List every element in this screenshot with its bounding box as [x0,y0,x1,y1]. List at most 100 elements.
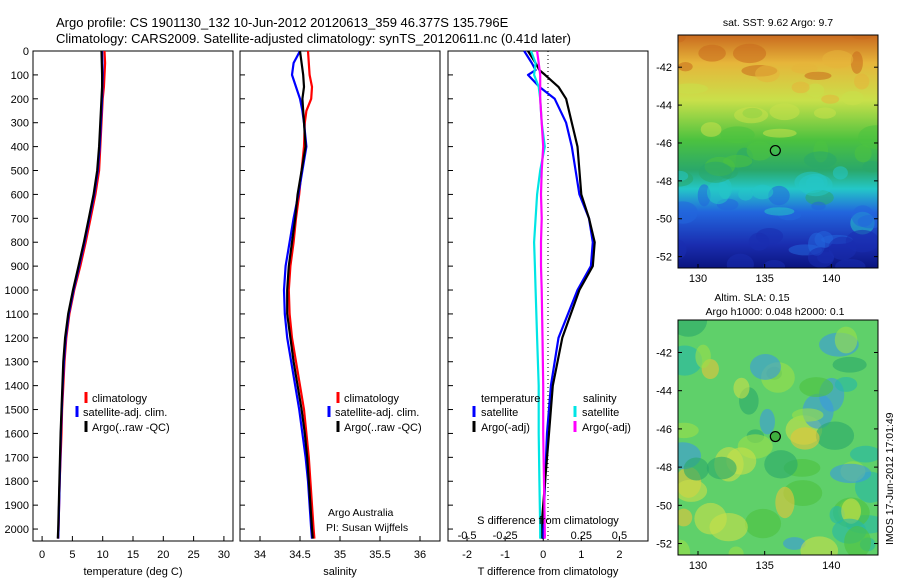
lat-tick-label: -52 [656,539,672,551]
lon-tick-label: 135 [755,560,773,572]
depth-tick-label: 300 [11,118,29,130]
depth-tick-label: 1200 [5,333,29,345]
depth-tick-label: 1600 [5,428,29,440]
legend-label-t-satellite: satellite [481,407,518,419]
lat-tick-label: -52 [656,252,672,264]
depth-tick-label: 800 [11,237,29,249]
series-line-argo [527,50,596,539]
x-tick-label: 0 [39,549,45,561]
legend-label-s-argo: Argo(-adj) [582,422,631,434]
depth-tick-label: 1900 [5,500,29,512]
difference-legend: temperature satellite Argo(-adj) salinit… [472,393,631,434]
sla-map-title: Altim. SLA: 0.15 [714,292,789,304]
legend-label-satellite: satellite-adj. clim. [83,407,167,419]
sst-map-frame [677,34,879,269]
sst-map-ticks: -42 -44 -46 -48 -50 -52 130 135 140 [656,62,878,285]
temperature-depth-ticks: 0 100 200 300 400 500 600 700 800 900 1000 1100 1200… [5,46,38,536]
x-tick-label: 1 [578,549,584,561]
x-tick-label: 25 [187,549,199,561]
temperature-x-ticks: 0 5 10 15 20 25 30 [39,536,230,561]
header-line-1: Argo profile: CS 1901130_132 10-Jun-2012… [56,15,509,30]
lon-tick-label: 130 [689,273,707,285]
pi-annotation: PI: Susan Wijffels [326,522,408,534]
depth-tick-label: 1300 [5,357,29,369]
legend-label-s-satellite: satellite [582,407,619,419]
temperature-series [56,50,107,539]
x-tick-label: 0 [540,549,546,561]
temperature-legend: climatology satellite-adj. clim. Argo(..… [75,392,170,434]
lat-tick-label: -46 [656,138,672,150]
x-tick-label: 15 [127,549,139,561]
salinity-series [282,50,316,539]
depth-tick-label: 900 [11,261,29,273]
argo-float-marker [769,430,781,443]
sst-map-panel: sat. SST: 9.62 Argo: 9.7 -42 -44 -46 -48 -50… [656,17,879,285]
legend-group-temperature: temperature [481,393,540,405]
x-tick-label: 10 [97,549,109,561]
depth-tick-label: 400 [11,142,29,154]
temperature-xlabel: temperature (deg C) [83,566,182,578]
legend-label-climatology: climatology [92,393,148,405]
x-tick-label: -2 [462,549,472,561]
lon-tick-label: 135 [755,273,773,285]
legend-label-t-argo: Argo(-adj) [481,422,530,434]
sst-map-title: sat. SST: 9.62 Argo: 9.7 [723,17,833,29]
difference-series [523,50,596,539]
lat-tick-label: -48 [656,462,672,474]
depth-tick-label: 100 [11,70,29,82]
depth-tick-label: 1400 [5,381,29,393]
series-line-sal_argo [536,50,546,539]
depth-tick-label: 1700 [5,452,29,464]
depth-tick-label: 700 [11,213,29,225]
legend-label-satellite: satellite-adj. clim. [335,407,419,419]
series-line-argo [286,50,314,539]
lat-tick-label: -50 [656,214,672,226]
salinity-axes-frame [239,50,441,542]
depth-tick-label: 1100 [5,309,29,321]
salinity-legend: climatology satellite-adj. clim. Argo(..… [327,392,422,434]
legend-label-argo: Argo(..raw -QC) [92,422,170,434]
s-tick-label: -0.5 [458,530,477,542]
lat-tick-label: -50 [656,500,672,512]
x-tick-label: 5 [69,549,75,561]
x-tick-label: 34 [254,549,266,561]
depth-tick-label: 500 [11,166,29,178]
lon-tick-label: 140 [822,560,840,572]
depth-tick-label: 1000 [5,285,29,297]
salinity-x-ticks: 34 34.5 35 35.5 36 [240,50,426,561]
x-tick-label: 34.5 [289,549,310,561]
x-tick-label: 20 [157,549,169,561]
sst-field [678,35,878,268]
header-line-2: Climatology: CARS2009. Satellite-adjuste… [56,31,571,46]
imos-credit: IMOS 17-Jun-2012 17:01:49 [884,412,896,545]
x-tick-label: 30 [218,549,230,561]
lon-tick-label: 140 [822,273,840,285]
sst-texture [678,35,878,268]
depth-tick-label: 1800 [5,476,29,488]
sla-map-subtitle: Argo h1000: 0.048 h2000: 0.1 [706,306,845,318]
depth-tick-label: 200 [11,94,29,106]
temperature-axes-frame [32,50,234,542]
x-tick-label: 35.5 [369,549,390,561]
difference-panel: -2 -1 0 1 2-0.5 -0.25 0 0.25 0.5 T difference fr… [447,50,649,578]
legend-group-salinity: salinity [583,393,617,405]
lat-tick-label: -44 [656,386,672,398]
difference-x-ticks: -2 -1 0 1 2-0.5 -0.25 0 0.25 0.5 [448,50,627,561]
lat-tick-label: -46 [656,424,672,436]
depth-tick-label: 2000 [5,524,29,536]
lat-tick-label: -42 [656,62,672,74]
salinity-panel: 34 34.5 35 35.5 36 salinity climatology sate… [239,50,441,578]
lat-tick-label: -44 [656,100,672,112]
series-line-satellite [282,50,314,539]
sla-map-panel: Altim. SLA: 0.15 Argo h1000: 0.048 h2000… [656,292,879,572]
lon-tick-label: 130 [689,560,707,572]
depth-tick-label: 600 [11,189,29,201]
institution-annotation: Argo Australia [328,507,394,519]
difference-xlabel-salinity: S difference from climatology [477,515,619,527]
sla-map-frame [677,319,879,556]
series-line-sal_satellite [529,50,546,539]
x-tick-label: 35 [334,549,346,561]
sla-texture [678,320,878,555]
legend-label-argo: Argo(..raw -QC) [344,422,422,434]
